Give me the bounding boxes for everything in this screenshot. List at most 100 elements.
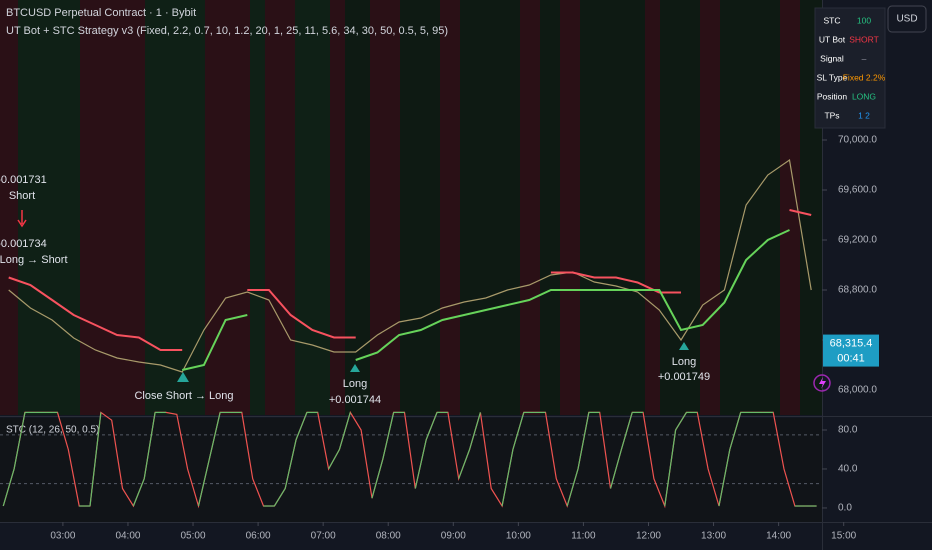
bg-band <box>265 0 295 415</box>
table-value: 100 <box>857 15 871 25</box>
rising-segment <box>414 439 427 489</box>
table-bg <box>814 7 886 129</box>
rising-segment <box>566 468 579 507</box>
last-price: 68,315.4 <box>830 337 873 349</box>
y-tick-label: 0.0 <box>838 503 852 514</box>
bg-band <box>440 0 460 415</box>
x-tick-label: 04:00 <box>115 531 140 542</box>
annotation: +0.001749 <box>658 371 710 383</box>
currency-button[interactable] <box>887 5 927 33</box>
rising-segment <box>468 412 481 450</box>
x-tick-label: 03:00 <box>50 531 75 542</box>
x-tick-label: 15:00 <box>831 531 856 542</box>
stc-pane <box>0 418 822 522</box>
table-label: UT Bot <box>819 34 846 44</box>
rising-segment <box>512 412 525 450</box>
rising-segment <box>295 412 308 440</box>
strategy-title: UT Bot + STC Strategy v3 (Fixed, 2.2, 0.… <box>6 25 448 37</box>
y-tick-label: 68,000.0 <box>838 385 877 396</box>
rising-segment <box>328 449 340 470</box>
rising-segment <box>458 449 471 479</box>
bg-band <box>560 0 580 415</box>
stc-title: STC (12, 26, 50, 0.5) <box>6 425 99 436</box>
rising-segment <box>577 412 590 470</box>
series-line <box>8 209 812 351</box>
bg-band <box>80 0 145 415</box>
short-arrow <box>17 210 27 228</box>
table-label: STC <box>824 15 841 25</box>
rising-segment <box>718 449 731 507</box>
rising-segment <box>284 439 297 489</box>
annotation: -0.001734 <box>0 238 47 250</box>
x-tick-label: 09:00 <box>441 531 466 542</box>
table-label: Signal <box>820 53 844 63</box>
x-tick-label: 05:00 <box>181 531 206 542</box>
series-line <box>8 158 812 373</box>
rising-segment <box>13 412 26 470</box>
symbol-title: BTCUSD Perpetual Contract · 1 · Bybit <box>6 7 196 19</box>
table-label: Position <box>817 91 848 101</box>
bg-band <box>645 0 660 415</box>
annotation: Close Long → Short <box>0 254 68 266</box>
table-label: TPs <box>824 110 839 120</box>
rising-segment <box>664 429 677 507</box>
bg-band <box>520 0 540 415</box>
x-tick-label: 14:00 <box>766 531 791 542</box>
x-tick-label: 07:00 <box>311 531 336 542</box>
rising-segment <box>273 488 286 507</box>
rising-segment <box>208 412 221 460</box>
rising-segment <box>89 412 102 507</box>
rising-segment <box>371 459 384 499</box>
annotation: -0.001731 <box>0 174 47 186</box>
bg-band <box>205 0 250 415</box>
table-value: LONG <box>852 91 876 101</box>
rising-segment <box>382 412 395 460</box>
rising-segment <box>675 412 687 431</box>
rising-segment <box>609 449 622 489</box>
y-tick-label: 69,600.0 <box>838 185 877 196</box>
rising-segment <box>197 459 210 507</box>
x-tick-label: 13:00 <box>701 531 726 542</box>
rising-segment <box>2 468 15 507</box>
bg-band <box>250 0 265 415</box>
countdown: 00:41 <box>837 352 865 364</box>
rising-segment <box>425 412 438 440</box>
bg-band <box>700 0 720 415</box>
rising-segment <box>143 412 156 479</box>
annotation: Close Short → Long <box>134 390 233 402</box>
alert-bolt <box>819 377 826 389</box>
y-tick-label: 69,200.0 <box>838 235 877 246</box>
annotation: Short <box>9 190 35 202</box>
bg-band <box>780 0 800 415</box>
rising-segment <box>132 478 145 507</box>
rising-segment <box>501 449 514 507</box>
alert-icon[interactable] <box>813 374 831 392</box>
bg-band <box>18 0 80 415</box>
table-label: SL Type <box>817 72 848 82</box>
series-line <box>181 229 790 371</box>
x-tick-label: 10:00 <box>506 531 531 542</box>
last-price-tag <box>823 334 879 367</box>
x-tick-label: 12:00 <box>636 531 661 542</box>
annotation: +0.001744 <box>329 394 381 406</box>
y-tick-label: 70,000.0 <box>838 135 877 146</box>
y-tick-label: 80.0 <box>838 425 858 436</box>
rising-segment <box>338 412 351 450</box>
rising-segment <box>620 412 633 450</box>
rising-segment <box>729 412 742 450</box>
x-tick-label: 11:00 <box>571 531 596 542</box>
table-value: SHORT <box>849 34 879 44</box>
x-tick-label: 06:00 <box>246 531 271 542</box>
table-value: – <box>862 53 867 63</box>
x-tick-label: 08:00 <box>376 531 401 542</box>
annotation: Long <box>343 378 367 390</box>
bg-band <box>0 0 18 415</box>
currency[interactable]: USD <box>896 14 917 25</box>
bg-band <box>295 0 330 415</box>
bg-band <box>145 0 205 415</box>
y-tick-label: 40.0 <box>838 464 858 475</box>
table-value: 1 2 <box>858 110 870 120</box>
